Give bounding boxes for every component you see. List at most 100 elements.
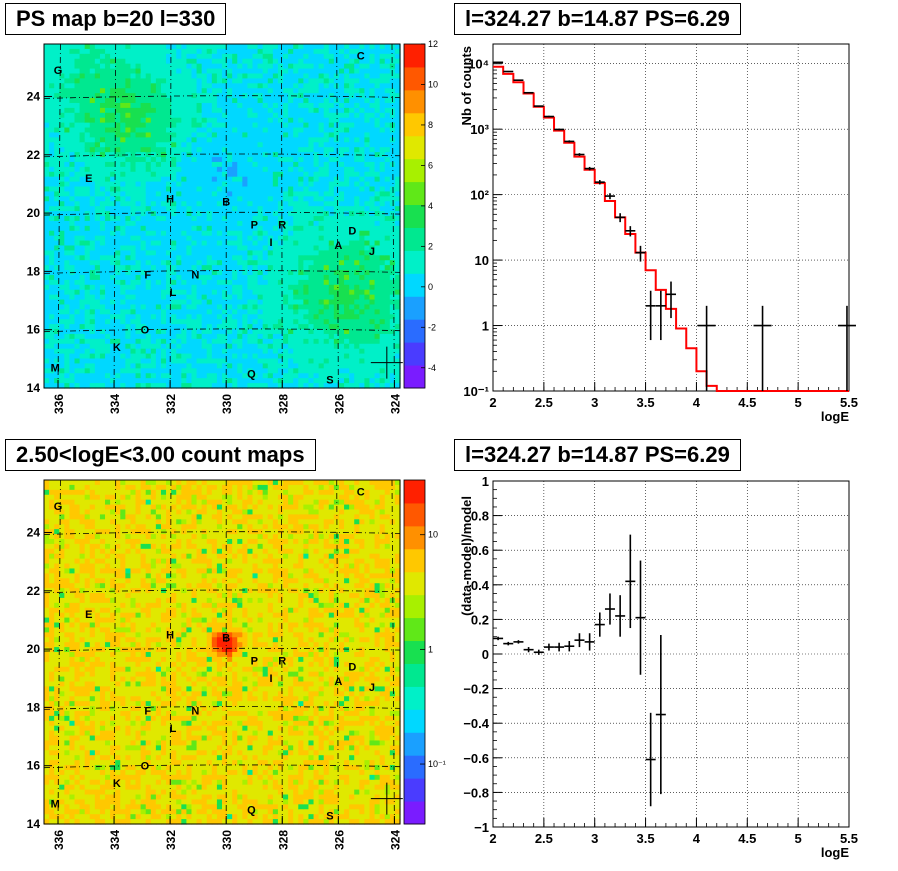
heatmap-cell xyxy=(186,83,193,89)
heatmap-cell xyxy=(232,289,238,296)
heatmap-cell xyxy=(379,245,386,251)
heatmap-cell xyxy=(369,186,376,193)
heatmap-cell xyxy=(272,98,279,104)
heatmap-cell xyxy=(59,161,65,168)
heatmap-cell xyxy=(222,245,228,251)
heatmap-cell xyxy=(344,191,350,197)
heatmap-cell xyxy=(323,186,330,193)
heatmap-cell xyxy=(110,63,116,70)
heatmap-cell xyxy=(374,93,381,99)
heatmap-cell xyxy=(267,44,274,50)
heatmap-cell xyxy=(379,274,386,281)
heatmap-cell xyxy=(191,48,198,55)
heatmap-cell xyxy=(374,107,381,114)
heatmap-cell xyxy=(130,319,137,325)
heatmap-cell xyxy=(349,299,355,306)
heatmap-cell xyxy=(49,53,55,60)
heatmap-cell xyxy=(120,83,126,89)
heatmap-cell xyxy=(379,363,386,369)
heatmap-cell xyxy=(115,142,121,148)
heatmap-cell xyxy=(242,314,249,320)
heatmap-cell xyxy=(125,260,132,266)
heatmap-cell xyxy=(176,279,182,286)
heatmap-cell xyxy=(389,166,396,173)
heatmap-cell xyxy=(293,48,299,55)
heatmap-cell xyxy=(272,44,279,50)
heatmap-cell xyxy=(206,83,213,89)
heatmap-cell xyxy=(191,333,198,340)
heatmap-cell xyxy=(318,260,325,266)
heatmap-cell xyxy=(120,63,126,70)
heatmap-cell xyxy=(191,216,198,222)
heatmap-cell xyxy=(252,201,259,207)
heatmap-cell xyxy=(328,235,335,242)
heatmap-cell xyxy=(176,127,182,134)
heatmap-cell xyxy=(160,299,167,306)
heatmap-cell xyxy=(135,88,142,94)
colorbar-tick-label: 10 xyxy=(428,79,438,89)
heatmap-cell xyxy=(89,206,96,212)
heatmap-cell xyxy=(211,314,218,320)
heatmap-cell xyxy=(349,58,355,65)
heatmap-cell xyxy=(145,314,152,320)
heatmap-cell xyxy=(277,171,284,178)
heatmap-cell xyxy=(120,161,126,168)
heatmap-cell xyxy=(191,324,198,330)
heatmap-cell xyxy=(125,186,132,193)
heatmap-cell xyxy=(232,255,238,261)
heatmap-cell xyxy=(252,53,259,60)
heatmap-cell xyxy=(201,211,208,217)
heatmap-cell xyxy=(232,117,238,124)
heatmap-cell xyxy=(267,270,274,276)
heatmap-cell xyxy=(364,294,371,301)
heatmap-cell xyxy=(267,235,274,242)
heatmap-cell xyxy=(242,161,249,168)
heatmap-cell xyxy=(84,127,91,134)
heatmap-cell xyxy=(349,68,355,75)
heatmap-cell xyxy=(44,73,50,79)
heatmap-cell xyxy=(94,201,101,207)
heatmap-cell xyxy=(293,152,299,158)
heatmap-cell xyxy=(227,363,233,369)
heatmap-cell xyxy=(283,117,289,124)
heatmap-cell xyxy=(206,383,213,389)
heatmap-cell xyxy=(125,68,132,75)
heatmap-cell xyxy=(89,255,96,261)
heatmap-cell xyxy=(308,98,315,104)
colorbar-segment xyxy=(404,204,425,228)
heatmap-cell xyxy=(344,270,350,276)
heatmap-cell xyxy=(288,196,294,202)
heatmap-cell xyxy=(349,107,355,114)
heatmap-cell xyxy=(69,274,76,281)
heatmap-cell xyxy=(216,230,223,237)
heatmap-cell xyxy=(227,196,233,202)
heatmap-cell xyxy=(232,206,238,212)
heatmap-cell xyxy=(120,88,126,94)
heatmap-cell xyxy=(44,186,50,193)
heatmap-cell xyxy=(293,329,299,335)
heatmap-cell xyxy=(308,225,315,232)
heatmap-cell xyxy=(303,166,310,173)
heatmap-cell xyxy=(277,289,284,296)
heatmap-cell xyxy=(298,102,304,109)
heatmap-cell xyxy=(257,53,264,60)
heatmap-cell xyxy=(89,368,96,374)
heatmap-cell xyxy=(318,216,325,222)
heatmap-cell xyxy=(344,338,350,345)
heatmap-cell xyxy=(267,63,274,70)
heatmap-cell xyxy=(364,270,371,276)
heatmap-cell xyxy=(308,147,315,153)
heatmap-cell xyxy=(237,319,243,325)
heatmap-cell xyxy=(44,181,50,188)
heatmap-cell xyxy=(313,230,320,237)
heatmap-cell xyxy=(105,383,111,389)
heatmap-cell xyxy=(145,112,152,119)
heatmap-cell xyxy=(94,353,101,360)
heatmap-cell xyxy=(364,383,371,389)
heatmap-cell xyxy=(242,225,249,232)
heatmap-cell xyxy=(277,274,284,281)
heatmap-cell xyxy=(181,63,187,70)
heatmap-cell xyxy=(374,245,381,251)
heatmap-cell xyxy=(267,98,274,104)
heatmap-cell xyxy=(44,127,50,134)
